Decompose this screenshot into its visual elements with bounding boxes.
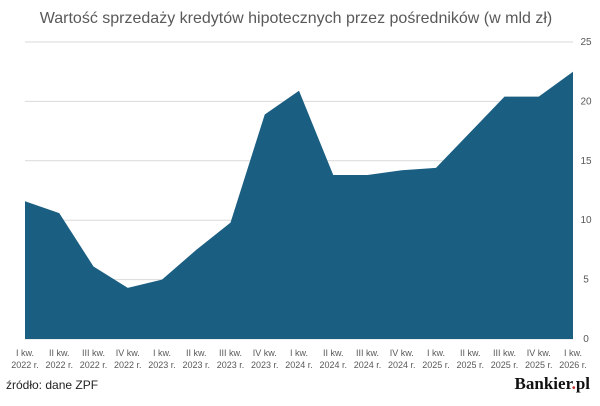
x-tick-label-14: III kw. 2025 r. <box>491 348 519 370</box>
brand-main: Bankier <box>514 374 572 393</box>
x-tick-label-4: I kw. 2023 r. <box>148 348 176 370</box>
x-tick-label-2: III kw. 2022 r. <box>80 348 108 370</box>
brand-suffix: pl <box>575 374 590 393</box>
x-tick-label-5: II kw. 2023 r. <box>182 348 210 370</box>
area-fill <box>25 71 573 339</box>
y-tick-label-25: 25 <box>580 37 592 48</box>
y-axis-ticks: 0 5 10 15 20 25 <box>580 37 592 345</box>
x-tick-label-12: I kw. 2025 r. <box>422 348 450 370</box>
x-tick-label-11: IV kw. 2024 r. <box>388 348 416 370</box>
x-tick-label-10: III kw. 2024 r. <box>354 348 382 370</box>
y-tick-label-5: 5 <box>583 275 589 286</box>
area-series <box>24 71 574 339</box>
x-tick-label-7: IV kw. 2023 r. <box>251 348 279 370</box>
chart-title: Wartość sprzedaży kredytów hipotecznych … <box>40 10 552 27</box>
x-tick-label-1: II kw. 2022 r. <box>45 348 73 370</box>
y-tick-label-10: 10 <box>580 215 592 226</box>
x-tick-label-3: IV kw. 2022 r. <box>114 348 142 370</box>
source-note: źródło: dane ZPF <box>6 378 99 392</box>
x-tick-label-16: I kw. 2026 r. <box>559 348 587 370</box>
x-tick-label-8: I kw. 2024 r. <box>285 348 313 370</box>
y-tick-label-20: 20 <box>580 96 592 107</box>
x-tick-label-15: IV kw. 2025 r. <box>525 348 553 370</box>
x-axis-ticks: I kw. 2022 r. II kw. 2022 r. III kw. 2022 r. I… <box>11 348 587 370</box>
x-tick-label-0: I kw. 2022 r. <box>11 348 39 370</box>
brand-dot: . <box>571 374 576 393</box>
y-tick-label-15: 15 <box>580 156 592 167</box>
x-tick-label-6: III kw. 2023 r. <box>217 348 245 370</box>
x-tick-label-13: II kw. 2025 r. <box>456 348 484 370</box>
y-tick-label-0: 0 <box>583 334 589 345</box>
x-tick-label-9: II kw. 2024 r. <box>319 348 347 370</box>
brand-logo: Bankier.pl <box>515 374 590 394</box>
